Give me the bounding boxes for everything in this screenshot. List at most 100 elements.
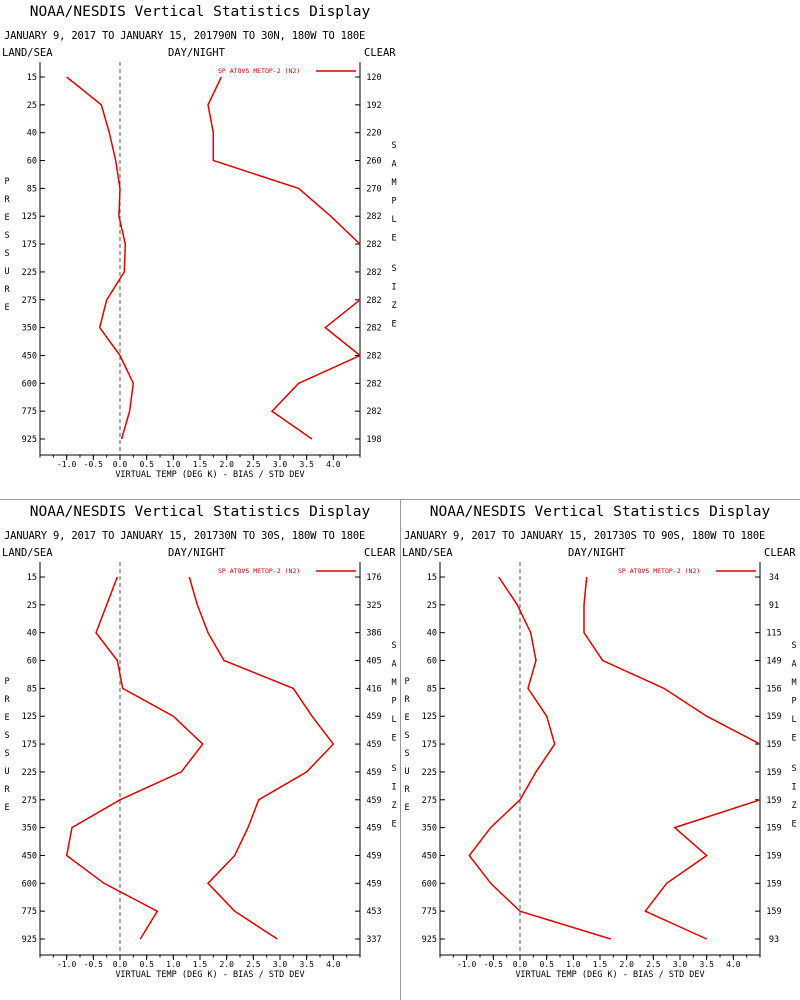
x-tick-label: -1.0 bbox=[457, 960, 476, 969]
x-tick-label: -1.0 bbox=[57, 960, 76, 969]
x-tick-label: 2.0 bbox=[219, 960, 234, 969]
pressure-axis-letter: U bbox=[4, 767, 9, 777]
sample-axis-letter: L bbox=[391, 215, 396, 225]
sample-axis-letter: A bbox=[391, 160, 396, 170]
sample-size-label: 159 bbox=[766, 907, 781, 917]
sample-size-label: 386 bbox=[366, 629, 381, 639]
pressure-label: 600 bbox=[22, 379, 37, 389]
series-line-std_dev bbox=[583, 576, 760, 940]
x-tick-label: 0.5 bbox=[139, 960, 154, 969]
sample-axis-letter: Z bbox=[791, 801, 796, 811]
pressure-label: 600 bbox=[422, 879, 437, 889]
sample-size-label: 282 bbox=[366, 212, 381, 222]
pressure-label: 85 bbox=[27, 684, 37, 694]
pressure-label: 40 bbox=[427, 629, 437, 639]
pressure-label: 275 bbox=[22, 796, 37, 806]
chart-panel-30n-30s: NOAA/NESDIS Vertical Statistics Display … bbox=[0, 500, 400, 1000]
pressure-label: 40 bbox=[27, 629, 37, 639]
land-sea-header: LAND/SEA bbox=[2, 47, 53, 59]
sample-axis-letter: Z bbox=[391, 801, 396, 811]
sample-size-label: 282 bbox=[366, 296, 381, 306]
x-tick-label: 1.0 bbox=[166, 960, 181, 969]
sample-size-label: 282 bbox=[366, 240, 381, 250]
pressure-axis-letter: P bbox=[4, 677, 9, 687]
x-tick-label: 4.0 bbox=[726, 960, 741, 969]
sample-size-label: 405 bbox=[366, 657, 381, 667]
pressure-label: 85 bbox=[427, 684, 437, 694]
pressure-label: 175 bbox=[22, 240, 37, 250]
pressure-axis-letter: E bbox=[4, 713, 9, 723]
pressure-label: 450 bbox=[22, 851, 37, 861]
profile-chart: -1.0 -0.5 0.0 0.5 1.0 1.5 2.0 2.5 3.0 3.5 4.0 VIRTU… bbox=[4, 562, 397, 980]
x-tick-label: 1.0 bbox=[166, 460, 181, 469]
series-line-bias bbox=[468, 576, 611, 940]
x-tick-label: 2.5 bbox=[246, 960, 261, 969]
pressure-axis-letter: U bbox=[404, 767, 409, 777]
x-tick-label: 0.0 bbox=[513, 960, 528, 969]
pressure-label: 175 bbox=[22, 740, 37, 750]
pressure-label: 60 bbox=[27, 657, 37, 667]
sample-size-label: 159 bbox=[766, 879, 781, 889]
sample-size-label: 453 bbox=[366, 907, 381, 917]
sample-size-label: 459 bbox=[366, 712, 381, 722]
pressure-label: 225 bbox=[22, 768, 37, 778]
sample-size-label: 282 bbox=[366, 407, 381, 417]
pressure-axis-letter: E bbox=[4, 303, 9, 313]
chart-panel-90n-30n: NOAA/NESDIS Vertical Statistics Display … bbox=[0, 0, 400, 500]
pressure-axis-letter: S bbox=[4, 249, 9, 259]
pressure-label: 15 bbox=[427, 573, 437, 583]
sample-axis-letter: S bbox=[391, 141, 396, 151]
pressure-label: 925 bbox=[22, 935, 37, 945]
day-night-header: DAY/NIGHT bbox=[168, 547, 225, 559]
sample-axis-letter: S bbox=[391, 264, 396, 274]
legend-label: SP ATOVS METOP-2 (N2) bbox=[618, 567, 700, 575]
pressure-label: 450 bbox=[422, 851, 437, 861]
sample-size-label: 159 bbox=[766, 796, 781, 806]
pressure-label: 350 bbox=[22, 824, 37, 834]
sample-size-label: 282 bbox=[366, 351, 381, 361]
x-tick-label: 0.5 bbox=[139, 460, 154, 469]
pressure-axis-letter: P bbox=[4, 177, 9, 187]
pressure-label: 350 bbox=[22, 324, 37, 334]
chart-panel-30s-90s: NOAA/NESDIS Vertical Statistics Display … bbox=[400, 500, 800, 1000]
panel-subtitle: JANUARY 9, 2017 TO JANUARY 15, 201730S T… bbox=[404, 530, 766, 542]
sample-size-label: 198 bbox=[366, 435, 381, 445]
pressure-axis-letter: S bbox=[4, 231, 9, 241]
x-tick-label: 2.0 bbox=[619, 960, 634, 969]
pressure-label: 225 bbox=[22, 268, 37, 278]
pressure-label: 125 bbox=[22, 712, 37, 722]
x-axis-label: VIRTUAL TEMP (DEG K) - BIAS / STD DEV bbox=[115, 470, 304, 480]
pressure-label: 925 bbox=[22, 435, 37, 445]
series-line-bias bbox=[66, 76, 135, 440]
x-tick-label: -1.0 bbox=[57, 460, 76, 469]
pressure-axis-letter: U bbox=[4, 267, 9, 277]
sample-axis-letter: P bbox=[391, 697, 396, 707]
pressure-label: 40 bbox=[27, 129, 37, 139]
x-tick-label: 0.0 bbox=[113, 460, 128, 469]
x-tick-label: 1.5 bbox=[193, 960, 208, 969]
pressure-label: 600 bbox=[22, 879, 37, 889]
pressure-label: 60 bbox=[27, 157, 37, 167]
pressure-axis-letter: E bbox=[404, 803, 409, 813]
sample-size-label: 176 bbox=[366, 573, 381, 583]
x-tick-label: 3.0 bbox=[673, 960, 688, 969]
sample-size-label: 120 bbox=[366, 73, 381, 83]
sample-axis-letter: M bbox=[791, 678, 796, 688]
pressure-label: 275 bbox=[22, 296, 37, 306]
x-tick-label: 4.0 bbox=[326, 460, 341, 469]
sample-axis-letter: M bbox=[391, 178, 396, 188]
pressure-axis-letter: S bbox=[404, 731, 409, 741]
sample-size-label: 192 bbox=[366, 101, 381, 111]
pressure-label: 60 bbox=[427, 657, 437, 667]
x-tick-label: 1.5 bbox=[593, 960, 608, 969]
pressure-axis-letter: E bbox=[4, 213, 9, 223]
x-tick-label: 2.0 bbox=[219, 460, 234, 469]
sample-axis-letter: A bbox=[791, 660, 796, 670]
sample-axis-letter: E bbox=[391, 820, 396, 830]
pressure-label: 450 bbox=[22, 351, 37, 361]
sample-size-label: 159 bbox=[766, 740, 781, 750]
sample-axis-letter: E bbox=[391, 734, 396, 744]
pressure-label: 15 bbox=[27, 73, 37, 83]
sample-size-label: 459 bbox=[366, 796, 381, 806]
sample-size-label: 159 bbox=[766, 851, 781, 861]
